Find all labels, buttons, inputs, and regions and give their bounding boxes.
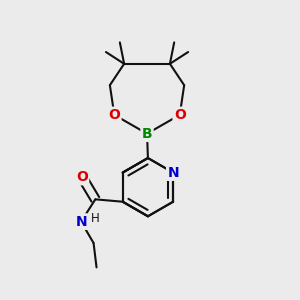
Text: B: B bbox=[142, 127, 152, 141]
Text: O: O bbox=[174, 108, 186, 122]
Text: N: N bbox=[75, 214, 87, 229]
Text: O: O bbox=[76, 170, 88, 184]
Text: H: H bbox=[91, 212, 100, 225]
Text: O: O bbox=[108, 108, 120, 122]
Text: N: N bbox=[167, 166, 179, 180]
